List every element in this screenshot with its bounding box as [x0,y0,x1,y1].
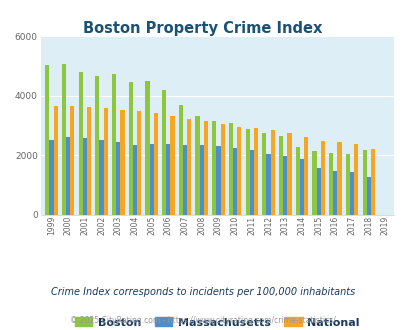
Bar [145,82,149,214]
Bar [128,82,132,214]
Bar [316,168,320,215]
Bar [333,171,337,214]
Bar [282,156,287,214]
Bar [83,138,87,214]
Bar [199,145,203,214]
Bar [266,154,270,214]
Bar [79,72,83,215]
Bar [362,150,366,214]
Bar [311,151,316,214]
Bar [370,149,374,214]
Bar [132,145,137,214]
Bar [49,140,53,214]
Bar [70,106,74,214]
Bar [153,113,158,214]
Bar [45,65,49,214]
Bar [62,64,66,214]
Bar [166,144,170,214]
Text: Crime Index corresponds to incidents per 100,000 inhabitants: Crime Index corresponds to incidents per… [51,287,354,297]
Bar [95,77,99,215]
Bar [349,172,353,215]
Bar [203,121,207,214]
Bar [345,154,349,214]
Text: © 2025 CityRating.com - https://www.cityrating.com/crime-statistics/: © 2025 CityRating.com - https://www.city… [70,315,335,325]
Bar [170,116,174,214]
Bar [53,106,58,214]
Legend: Boston, Massachusetts, National: Boston, Massachusetts, National [70,313,363,330]
Bar [249,150,253,214]
Bar [262,133,266,214]
Bar [87,107,91,214]
Text: Boston Property Crime Index: Boston Property Crime Index [83,21,322,36]
Bar [116,142,120,214]
Bar [66,137,70,214]
Bar [299,159,303,214]
Bar [195,116,199,214]
Bar [120,110,124,214]
Bar [216,146,220,214]
Bar [253,128,258,214]
Bar [328,153,333,214]
Bar [103,109,108,214]
Bar [232,148,237,214]
Bar [162,90,166,214]
Bar [366,177,370,214]
Bar [137,111,141,214]
Bar [149,144,153,214]
Bar [278,136,282,214]
Bar [287,133,291,214]
Bar [212,121,216,214]
Bar [353,145,358,214]
Bar [220,124,224,214]
Bar [99,140,103,214]
Bar [187,118,191,214]
Bar [245,129,249,214]
Bar [320,141,324,214]
Bar [178,105,183,214]
Bar [112,74,116,215]
Bar [270,130,274,214]
Bar [295,147,299,214]
Bar [183,145,187,214]
Bar [237,127,241,214]
Bar [337,142,341,214]
Bar [228,123,232,214]
Bar [303,137,307,214]
